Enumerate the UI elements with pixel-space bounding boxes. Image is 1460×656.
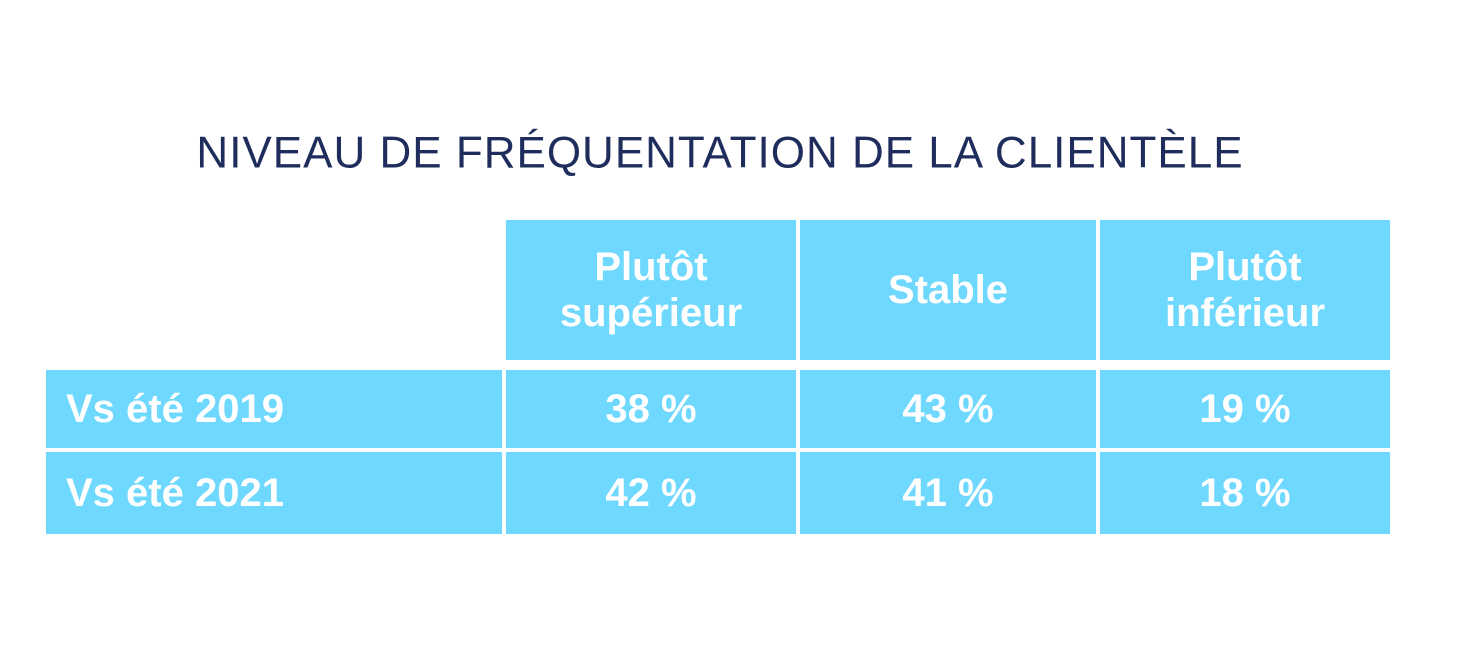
table-cell: 19 %: [1100, 370, 1390, 448]
row-label-ete-2019: Vs été 2019: [46, 370, 502, 448]
table-cell: 42 %: [506, 452, 796, 534]
frequentation-table: Plutôt supérieur Stable Plutôt inférieur…: [46, 220, 1390, 536]
table-cell: 41 %: [800, 452, 1096, 534]
column-header-plutot-inferieur: Plutôt inférieur: [1100, 220, 1390, 360]
column-header-stable: Stable: [800, 220, 1096, 360]
table-cell: 18 %: [1100, 452, 1390, 534]
table-cell: 38 %: [506, 370, 796, 448]
table-cell: 43 %: [800, 370, 1096, 448]
row-label-ete-2021: Vs été 2021: [46, 452, 502, 534]
chart-title: NIVEAU DE FRÉQUENTATION DE LA CLIENTÈLE: [196, 127, 1244, 178]
column-header-plutot-superieur: Plutôt supérieur: [506, 220, 796, 360]
